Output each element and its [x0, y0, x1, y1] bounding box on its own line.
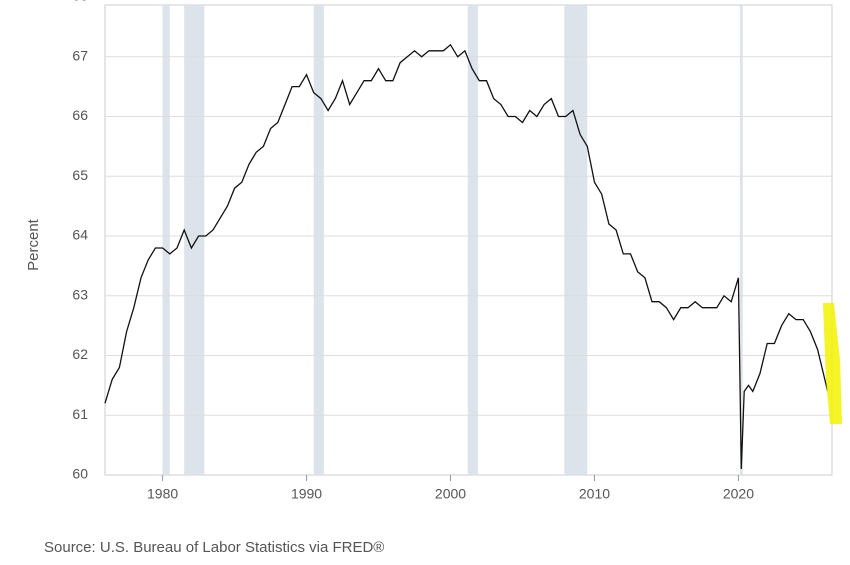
x-tick-label: 1990 [291, 486, 322, 502]
y-tick-label: 65 [72, 167, 88, 183]
data-line [104, 43, 829, 470]
y-tick-label: 61 [72, 406, 88, 422]
recession-band [467, 5, 478, 475]
recession-band [162, 5, 170, 475]
y-tick-label: 64 [72, 227, 88, 243]
recession-band [564, 5, 588, 475]
x-tick-label: 1980 [147, 486, 178, 502]
recession-band [184, 5, 205, 475]
plot-layer [104, 5, 832, 481]
recession-band [739, 5, 743, 475]
x-tick-label: 2000 [435, 486, 466, 502]
y-tick-label: 63 [72, 286, 88, 302]
y-tick-label: 62 [72, 346, 88, 362]
y-tick-label: 68 [72, 0, 88, 4]
x-tick-label: 2010 [579, 486, 610, 502]
x-tick-label: 2020 [723, 486, 754, 502]
y-tick-label: 60 [72, 466, 88, 482]
y-tick-label: 66 [72, 107, 88, 123]
source: Source: U.S. Bureau of Labor Statistics … [44, 539, 384, 556]
y-tick-label: 67 [72, 47, 88, 63]
highlight [823, 303, 842, 424]
recession-band [313, 5, 324, 475]
y-axis-label: Percent [25, 218, 42, 271]
